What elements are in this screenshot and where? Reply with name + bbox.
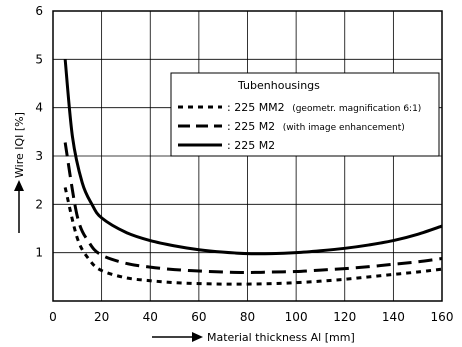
x-axis-title: Material thickness Al [mm] (152, 331, 355, 344)
y-tick-label: 5 (35, 52, 43, 66)
y-axis-arrow-head (14, 180, 24, 191)
y-tick-label: 1 (35, 246, 43, 260)
tick-labels: 0 20 40 60 80 100 120 140 160 1 2 3 4 5 6 (35, 4, 453, 324)
x-tick-label: 120 (333, 310, 356, 324)
legend-entry-2-name: 225 M2 (234, 120, 275, 133)
y-tick-label: 2 (35, 197, 43, 211)
series-lines (63, 59, 443, 286)
x-axis-arrow-head (192, 332, 203, 342)
legend-entry-2-note: (with image enhancement) (283, 123, 405, 133)
legend-entry-1-name: 225 MM2 (234, 101, 284, 114)
series-line-dashed (63, 142, 443, 274)
legend-entry-2: : 225 M2 (with image enhancement) (227, 120, 405, 133)
legend-title: Tubenhousings (237, 79, 320, 92)
x-tick-label: 100 (285, 310, 308, 324)
legend-box (170, 72, 440, 157)
x-axis-label: Material thickness Al [mm] (207, 331, 355, 344)
series-line-solid (63, 59, 443, 256)
x-tick-label: 60 (191, 310, 206, 324)
y-axis-label: Wire IQI [%] (13, 112, 26, 178)
legend-entry-3: : 225 M2 (227, 139, 275, 152)
legend-entry-3-name: 225 M2 (234, 139, 275, 152)
y-tick-label: 3 (35, 149, 43, 163)
legend: Tubenhousings : 225 MM2 (geometr. magnif… (170, 72, 440, 157)
x-tick-label: 160 (431, 310, 454, 324)
x-tick-label: 20 (94, 310, 109, 324)
x-tick-label: 0 (49, 310, 57, 324)
x-tick-label: 140 (382, 310, 405, 324)
legend-entry-1-note: (geometr. magnification 6:1) (292, 104, 421, 114)
legend-entry-1: : 225 MM2 (geometr. magnification 6:1) (227, 101, 421, 114)
series-line-dotted (63, 187, 443, 286)
y-axis-title: Wire IQI [%] (13, 112, 26, 233)
x-tick-label: 40 (143, 310, 158, 324)
plot-frame (52, 10, 443, 302)
y-tick-label: 6 (35, 4, 43, 18)
y-tick-label: 4 (35, 101, 43, 115)
x-tick-label: 80 (240, 310, 255, 324)
